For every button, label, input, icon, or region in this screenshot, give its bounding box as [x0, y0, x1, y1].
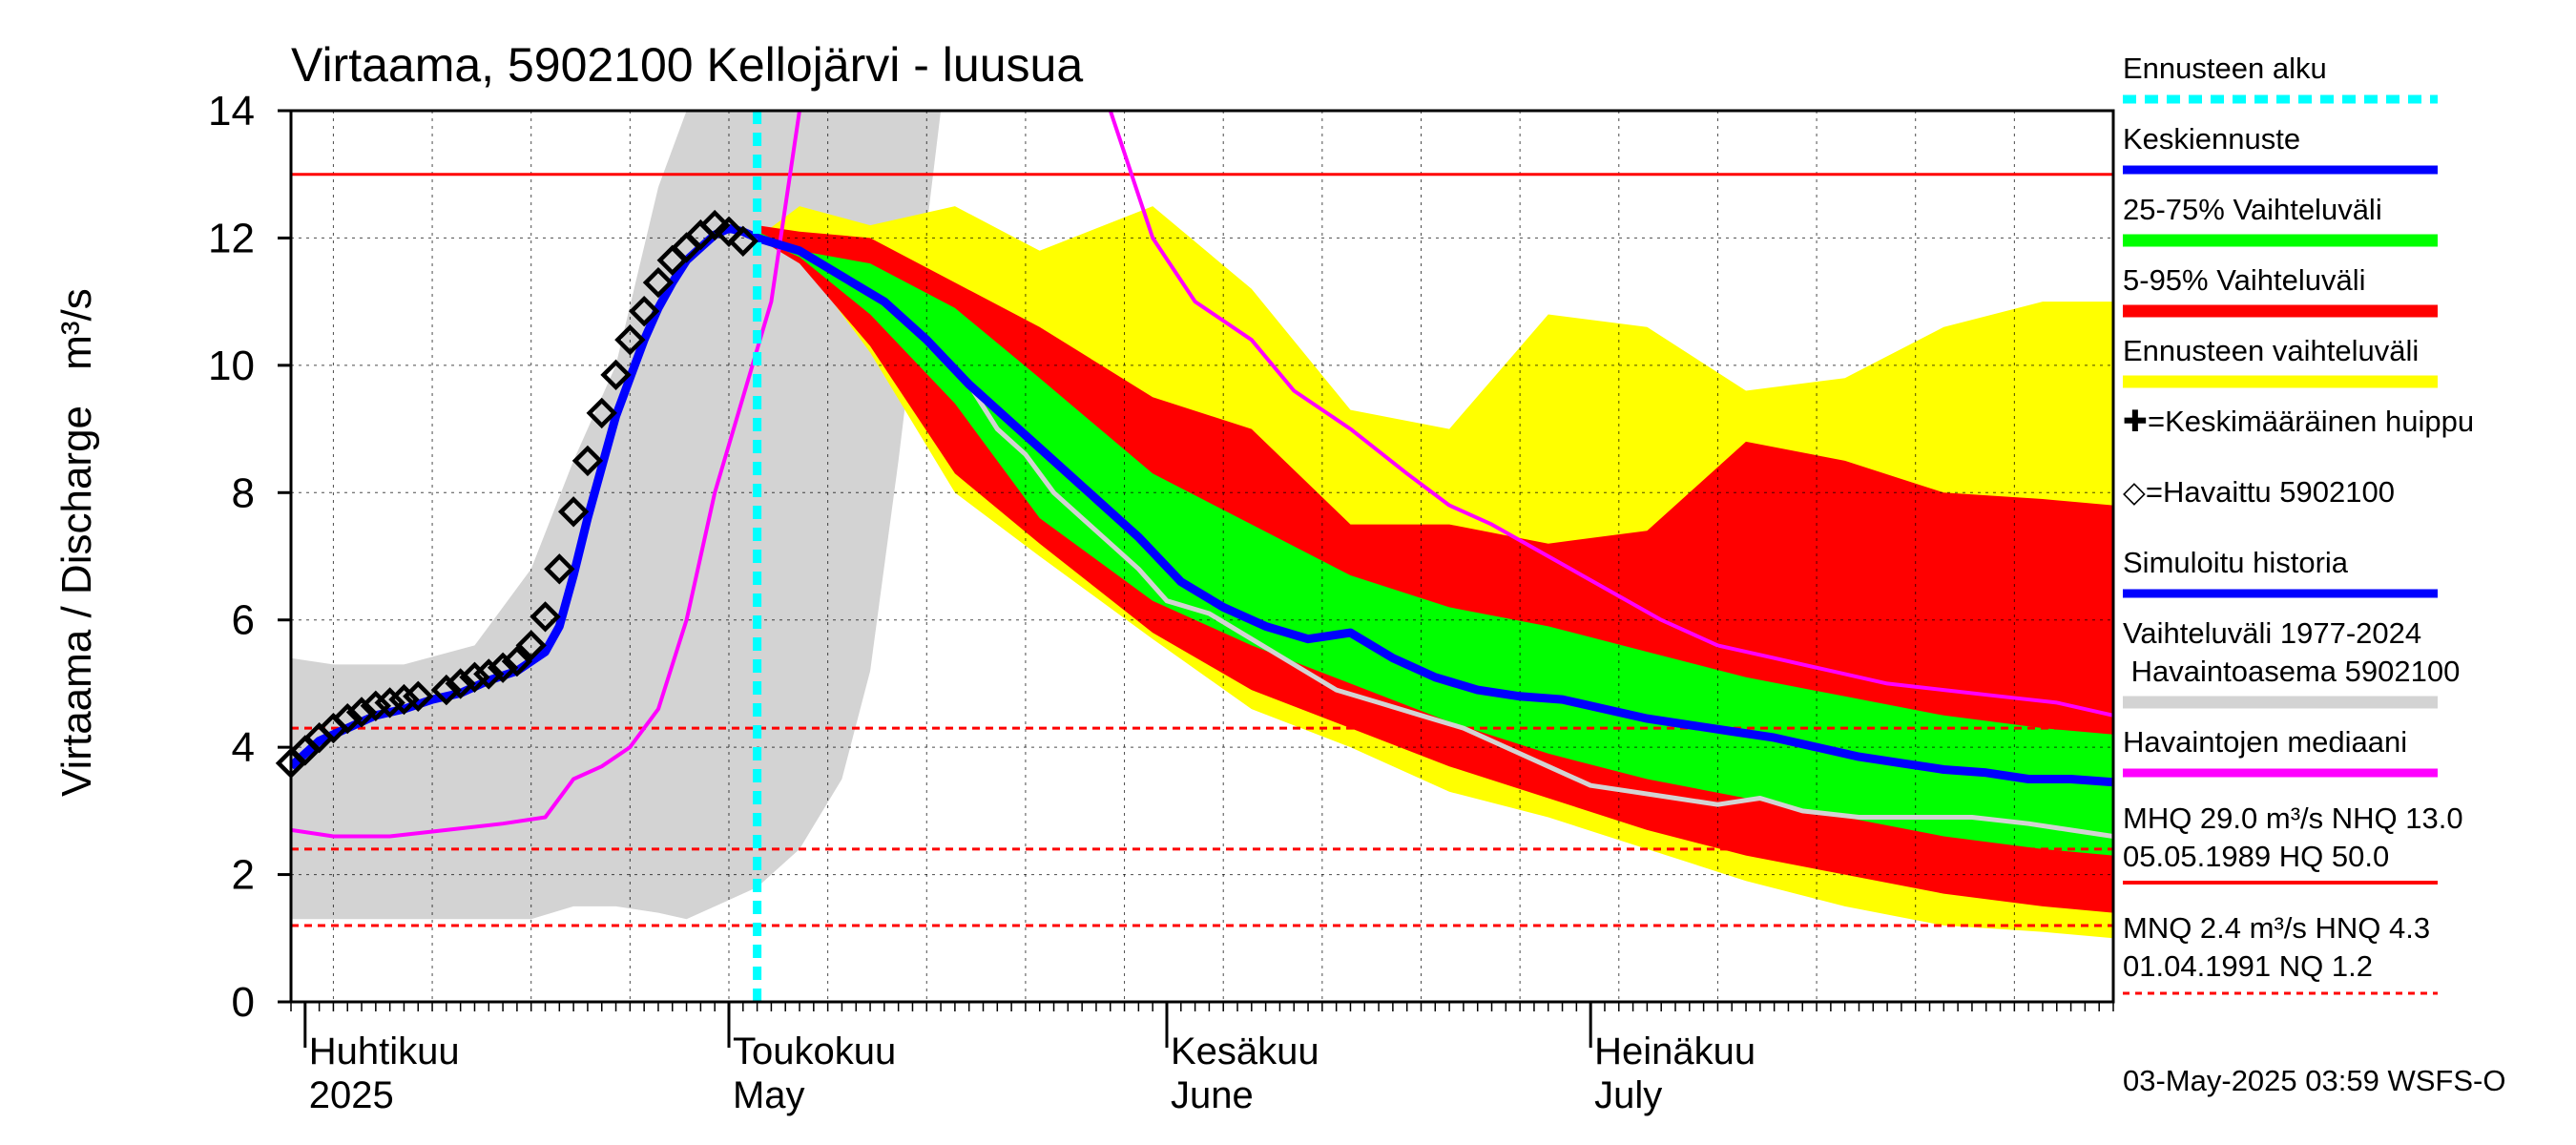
observed-marker	[586, 397, 617, 429]
observed-marker	[487, 652, 519, 683]
stats-mhq-line2: 05.05.1989 HQ 50.0	[2123, 840, 2389, 873]
legend-label-9: Vaihteluväli 1977-2024 Havaintoasema 590…	[2123, 616, 2460, 688]
observed-marker	[332, 702, 364, 735]
observed-marker	[403, 680, 434, 712]
observed-marker	[600, 359, 632, 391]
stats-mnq-line2: 01.04.1991 NQ 1.2	[2123, 949, 2373, 983]
y-tick-label: 0	[232, 979, 255, 1026]
observed-marker	[473, 658, 505, 690]
plot-border	[289, 109, 2115, 1004]
line-havaintojen-mediaani-b	[1108, 111, 2113, 718]
footer-timestamp: 03-May-2025 03:59 WSFS-O	[2123, 1064, 2505, 1097]
x-month-sublabel: July	[1594, 1074, 1662, 1116]
legend-label-2: Keskiennuste	[2123, 122, 2300, 156]
x-month-sublabel: 2025	[309, 1074, 394, 1116]
x-month-sublabel: June	[1171, 1074, 1254, 1116]
observed-marker	[345, 697, 378, 728]
statistics: MHQ 29.0 m³/s NHQ 13.0 05.05.1989 HQ 50.…	[2123, 802, 2463, 995]
y-axis-label: Virtaama / Discharge m³/s	[53, 288, 100, 797]
line-keskiennuste	[756, 234, 2113, 787]
stats-mhq-line1: MHQ 29.0 m³/s NHQ 13.0	[2123, 802, 2463, 835]
line-havaintojen-mediaani	[291, 111, 801, 839]
y-axis-unit: m³/s	[53, 288, 100, 370]
legend-label-line: Havaintoasema 5902100	[2123, 655, 2460, 688]
x-month-label: Heinäkuu	[1594, 1030, 1755, 1072]
y-tick-label: 4	[232, 724, 255, 771]
y-tick-label: 8	[232, 469, 255, 516]
legend-label-5: Ennusteen vaihteluväli	[2123, 334, 2419, 367]
observed-marker	[699, 209, 731, 241]
band-25-75-vaihteluv-li	[757, 231, 2113, 856]
y-tick-label: 10	[208, 343, 255, 389]
y-tick-label: 6	[232, 597, 255, 644]
x-month-label: Kesäkuu	[1171, 1030, 1319, 1072]
observed-marker	[713, 216, 745, 247]
x-month-label: Toukokuu	[733, 1030, 896, 1072]
observed-marker	[571, 445, 604, 477]
legend-label-6: ✚=Keskimääräinen huippu	[2123, 405, 2474, 438]
legend-label-3: 25-75% Vaihteluväli	[2123, 193, 2382, 226]
observed-marker	[557, 496, 590, 528]
observed-marker	[360, 690, 392, 721]
y-tick-label: 12	[208, 215, 255, 261]
legend: Ennusteen alku Keskiennuste 25-75% Vaihtel…	[2123, 52, 2474, 778]
x-month-sublabel: May	[733, 1074, 805, 1116]
legend-label-10: Havaintojen mediaani	[2123, 725, 2407, 759]
y-axis-title: Virtaama / Discharge	[53, 406, 100, 797]
observed-marker	[727, 225, 758, 257]
observed-marker	[628, 295, 660, 327]
observed-marker	[614, 323, 646, 356]
observed-marker	[642, 266, 675, 299]
band-vaihteluv-li-1977-2024-havaintoasema-5902100	[291, 111, 2113, 920]
legend-label-1: Ennusteen alku	[2123, 52, 2327, 85]
observed-marker	[430, 674, 463, 706]
stats-mnq-line1: MNQ 2.4 m³/s HNQ 4.3	[2123, 911, 2430, 945]
observed-marker	[530, 601, 561, 633]
observed-marker	[459, 661, 490, 693]
chart-title: Virtaama, 5902100 Kellojärvi - luusua	[291, 38, 1083, 92]
legend-label-4: 5-95% Vaihteluväli	[2123, 263, 2365, 297]
plot-frame	[289, 109, 2115, 1004]
observed-marker	[445, 668, 476, 699]
legend-label-8: Simuloitu historia	[2123, 546, 2349, 579]
observed-marker	[374, 687, 405, 718]
observed-marker	[515, 630, 547, 661]
observed-marker	[388, 683, 420, 716]
reference-lines	[291, 173, 2113, 927]
observed-marker	[501, 645, 533, 677]
legend-label-line: Vaihteluväli 1977-2024	[2123, 616, 2421, 650]
x-month-label: Huhtikuu	[309, 1030, 460, 1072]
grid-layer	[291, 111, 2114, 1002]
y-tick-label: 14	[208, 88, 255, 135]
y-tick-label: 2	[232, 852, 255, 899]
line-simuloitu-vaalea	[966, 383, 2113, 839]
legend-label-7: ◇=Havaittu 5902100	[2123, 475, 2395, 509]
observed-marker	[544, 553, 575, 585]
